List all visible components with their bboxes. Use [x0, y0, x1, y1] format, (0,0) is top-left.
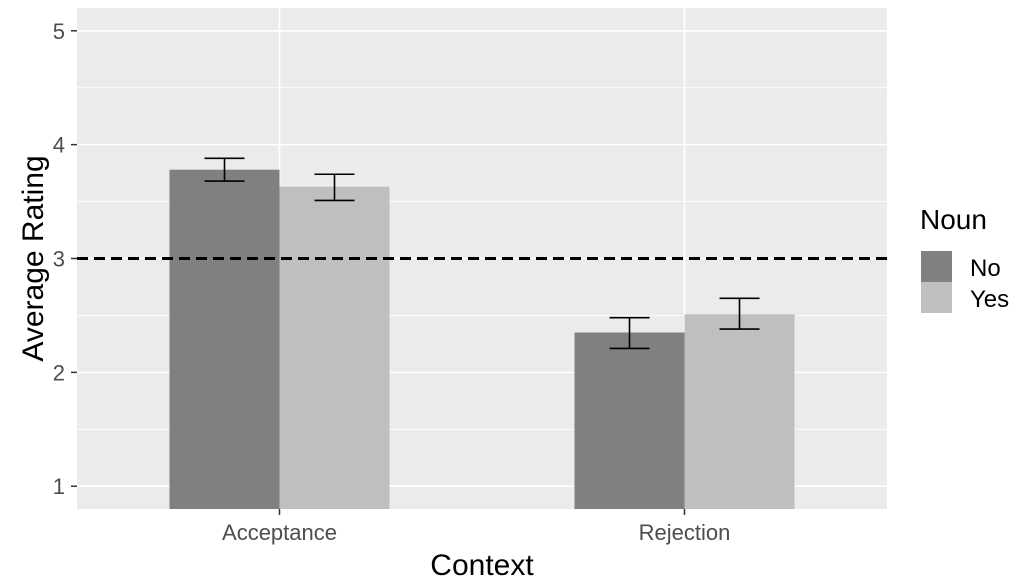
y-tick-label: 4: [53, 133, 65, 158]
legend-key: [921, 251, 952, 282]
bars: [169, 169, 795, 509]
y-axis-title: Average Rating: [17, 155, 50, 361]
legend-key: [921, 282, 952, 313]
y-axis-ticks: 1 2 3 4 5: [53, 19, 77, 499]
legend-label: No: [970, 255, 1001, 282]
legend-title: Noun: [920, 204, 987, 235]
legend: Noun No Yes: [920, 204, 1009, 313]
y-tick-label: 2: [53, 360, 65, 385]
y-tick-label: 5: [53, 19, 65, 44]
bar: [279, 186, 390, 509]
x-axis-ticks: Acceptance Rejection: [222, 509, 730, 545]
x-axis-title: Context: [430, 549, 534, 581]
y-tick-label: 1: [53, 474, 65, 499]
x-tick-label: Rejection: [639, 520, 731, 545]
bar: [684, 314, 795, 509]
legend-label: Yes: [970, 286, 1009, 313]
bar: [169, 169, 280, 509]
error-bars: [204, 157, 760, 350]
x-tick-label: Acceptance: [222, 520, 337, 545]
y-tick-label: 3: [53, 247, 65, 272]
bar: [574, 332, 685, 509]
